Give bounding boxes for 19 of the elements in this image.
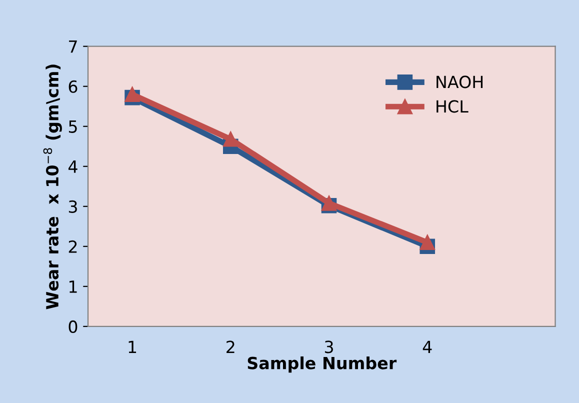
x-tick-label: 4 [422, 340, 432, 353]
y-tick-label: 1 [70, 280, 77, 293]
y-axis-title: Wear rate x 10$^{−8}$ (gm\cm) [43, 64, 62, 310]
y-tick-label: 5 [68, 120, 77, 133]
y-tick-label: 7 [69, 40, 77, 53]
point [223, 132, 238, 147]
legend-label: HCL [436, 100, 468, 113]
x-axis-title: Sample Number [248, 356, 397, 373]
y-tick-label: 3 [68, 200, 77, 213]
y-tick-label: 6 [68, 80, 78, 93]
x-tick-label: 2 [226, 340, 234, 353]
point [124, 86, 140, 102]
x-tick-label: 1 [128, 340, 136, 353]
point [420, 234, 436, 250]
legend-label: NAOH [436, 76, 483, 88]
x-tick-label: 3 [324, 340, 333, 354]
y-tick-label: 4 [68, 160, 78, 173]
y-tick-label: 2 [68, 240, 77, 253]
y-tick-label: 0 [68, 320, 78, 333]
